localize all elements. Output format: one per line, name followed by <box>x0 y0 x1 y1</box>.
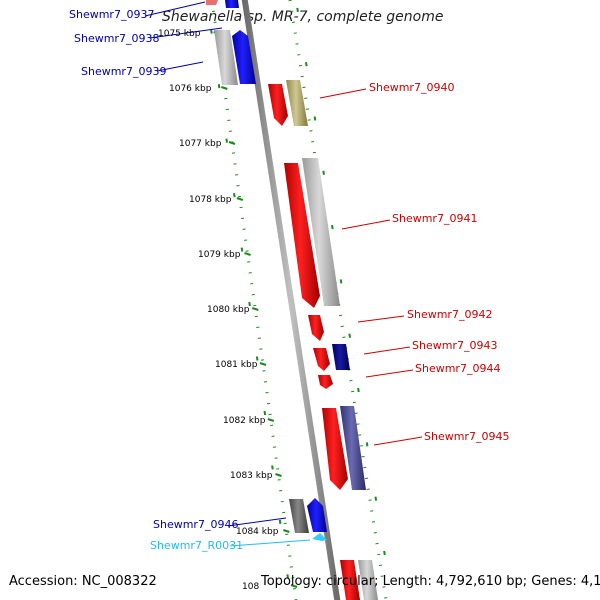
gc-track-left <box>210 0 298 600</box>
cog-grey-0939 <box>214 30 238 85</box>
gene-0943-shape <box>313 348 330 371</box>
gene-shapes <box>206 0 378 600</box>
tick-labels: 1075 kbp 1076 kbp 1077 kbp 1078 kbp 1079… <box>158 29 279 592</box>
tick-label-1083: 1083 kbp <box>230 471 273 481</box>
gene-label-0945[interactable]: Shewmr7_0945 <box>424 430 509 443</box>
gc-track-right <box>288 0 388 600</box>
tick-mark <box>244 252 251 256</box>
tick-mark <box>251 307 259 311</box>
gene-label-0940[interactable]: Shewmr7_0940 <box>369 81 454 94</box>
tick-mark <box>236 197 244 201</box>
gene-label-0938[interactable]: Shewmr7_0938 <box>74 32 159 45</box>
gene-0939-shape <box>232 30 256 84</box>
gc-track-right-inner <box>295 0 393 600</box>
gene-0938-shape <box>225 0 239 8</box>
tick-label-1084: 1084 kbp <box>236 527 279 537</box>
tick-mark <box>259 362 267 366</box>
tick-mark <box>228 141 236 145</box>
gene-0941-shape <box>284 163 320 308</box>
cog-grey-bottom <box>358 560 378 600</box>
gene-label-0942[interactable]: Shewmr7_0942 <box>407 308 492 321</box>
gene-label-0943[interactable]: Shewmr7_0943 <box>412 339 497 352</box>
gene-0944-shape <box>318 375 333 389</box>
gene-R0031-shape <box>312 533 327 541</box>
gene-label-R0031[interactable]: Shewmr7_R0031 <box>150 539 243 552</box>
genome-backbone <box>241 0 341 600</box>
tick-mark <box>283 529 290 533</box>
cog-dark-0946 <box>289 499 309 533</box>
tick-label-108: 108 <box>242 582 259 592</box>
gene-0942-shape <box>308 315 324 341</box>
tick-mark <box>290 584 298 588</box>
map-title: Shewanella sp. MR-7, complete genome <box>162 9 444 25</box>
tick-mark <box>275 473 282 477</box>
gene-0945-shape <box>322 408 348 490</box>
cog-khaki-0940 <box>286 80 308 126</box>
accession-text: Accession: NC_008322 <box>9 574 157 589</box>
label-leaders <box>144 1 423 547</box>
tick-mark <box>221 86 228 90</box>
tick-label-1080: 1080 kbp <box>207 305 250 315</box>
gene-label-0939[interactable]: Shewmr7_0939 <box>81 65 166 78</box>
gene-bottom-red-shape <box>340 560 360 600</box>
gene-0940-shape <box>268 84 288 126</box>
gene-0937-shape <box>206 0 218 5</box>
tick-label-1075: 1075 kbp <box>158 29 201 39</box>
gene-label-0946[interactable]: Shewmr7_0946 <box>153 518 238 531</box>
genome-summary-text: Topology: circular; Length: 4,792,610 bp… <box>261 574 600 589</box>
cog-navy-0943 <box>332 344 350 370</box>
cog-grey-0941 <box>302 158 340 306</box>
gene-labels: Shewmr7_0937 Shewmr7_0938 Shewmr7_0939 S… <box>69 8 509 552</box>
gene-0946-shape <box>307 498 327 532</box>
gene-label-0937[interactable]: Shewmr7_0937 <box>69 8 154 21</box>
tick-label-1076: 1076 kbp <box>169 84 212 94</box>
tick-marks <box>213 31 298 588</box>
tick-label-1081: 1081 kbp <box>215 360 258 370</box>
tick-label-1079: 1079 kbp <box>198 250 241 260</box>
cog-slate-0945 <box>340 406 366 490</box>
tick-label-1077: 1077 kbp <box>179 139 222 149</box>
gene-label-0941[interactable]: Shewmr7_0941 <box>392 212 477 225</box>
tick-label-1078: 1078 kbp <box>189 195 232 205</box>
tick-mark <box>267 418 275 422</box>
gene-label-0944[interactable]: Shewmr7_0944 <box>415 362 500 375</box>
tick-label-1082: 1082 kbp <box>223 416 266 426</box>
